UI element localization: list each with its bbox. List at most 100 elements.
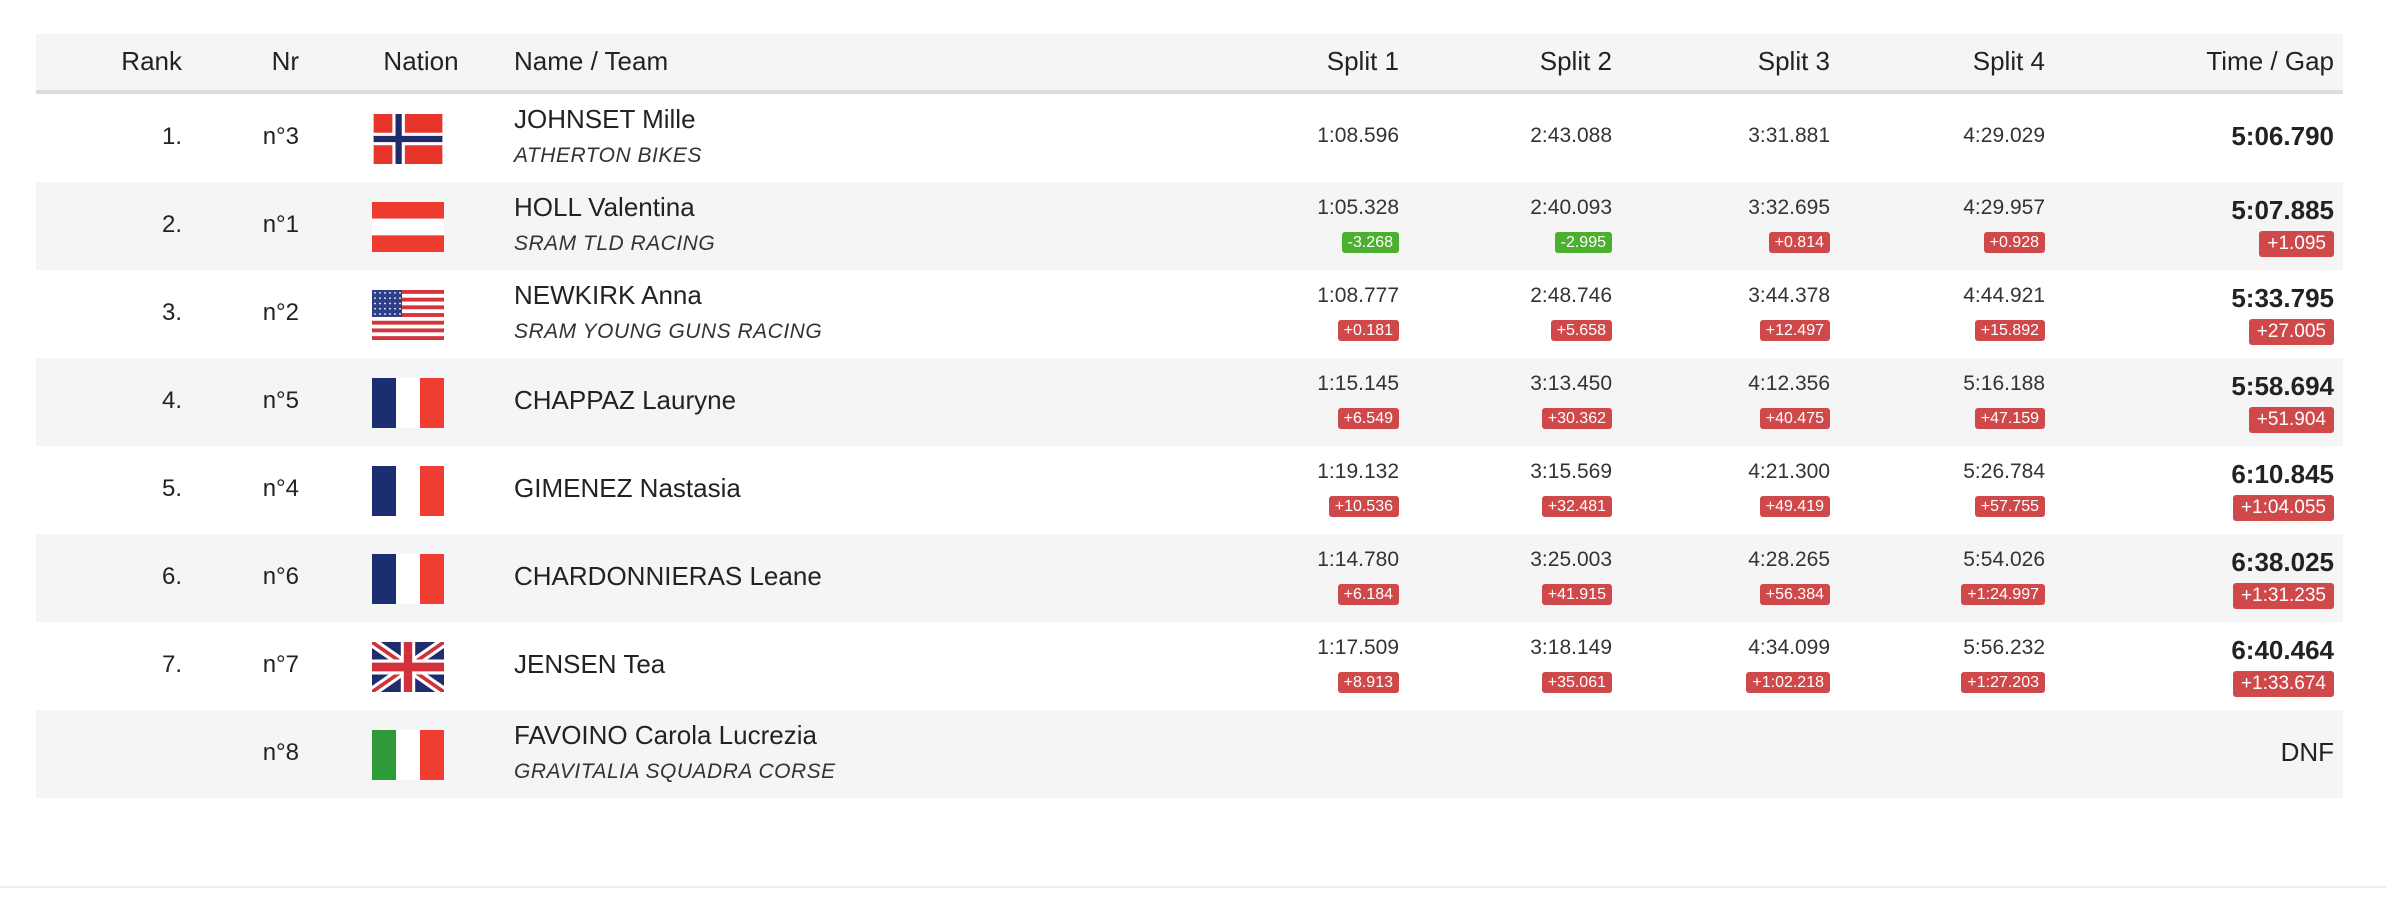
split-gap-badge: +0.928 — [1983, 232, 2045, 253]
time-gap-cell: 5:06.790 — [2045, 94, 2334, 182]
table-body: 1. n°3 JOHNSET Mille ATHERTON BIKES 1:08.596… — [36, 94, 2343, 798]
split-gap-badge: +41.915 — [1541, 584, 1612, 605]
flag-uk-icon — [372, 642, 444, 692]
split-4-cell — [1830, 710, 2045, 798]
split-gap-badge: +56.384 — [1759, 584, 1830, 605]
header-split-4[interactable]: Split 4 — [1972, 46, 2045, 76]
split-time: 4:34.099 — [1748, 636, 1830, 659]
table-row[interactable]: n°8 FAVOINO Carola Lucrezia GRAVITALIA SQU… — [36, 710, 2343, 798]
header-nr[interactable]: Nr — [271, 46, 299, 76]
finish-time: 6:10.845 — [2231, 459, 2334, 489]
time-gap-cell: 6:10.845 +1:04.055 — [2045, 446, 2334, 534]
bib-number-cell: n°8 — [262, 739, 299, 766]
finish-time: 5:06.790 — [2231, 121, 2334, 151]
header-time-gap[interactable]: Time / Gap — [2206, 46, 2334, 76]
rider-name[interactable]: JENSEN Tea — [514, 649, 666, 679]
split-gap-badge: +1:24.997 — [1961, 584, 2045, 605]
split-gap-badge: +5.658 — [1550, 320, 1612, 341]
split-time: 3:31.881 — [1748, 124, 1830, 147]
split-time: 3:32.695 — [1748, 196, 1830, 219]
finish-time: 6:38.025 — [2231, 547, 2334, 577]
split-3-cell: 4:34.099 +1:02.218 — [1612, 622, 1830, 710]
split-gap-badge: +35.061 — [1541, 672, 1612, 693]
time-gap-cell: DNF — [2045, 710, 2334, 798]
table-row[interactable]: 6. n°6 CHARDONNIERAS Leane 1:14.780 +6.184 3:… — [36, 534, 2343, 622]
table-row[interactable]: 1. n°3 JOHNSET Mille ATHERTON BIKES 1:08.596… — [36, 94, 2343, 182]
results-table: Rank Nr Nation Name / Team Split 1 Split… — [36, 34, 2343, 798]
header-split-1[interactable]: Split 1 — [1326, 46, 1399, 76]
table-row[interactable]: 5. n°4 GIMENEZ Nastasia 1:19.132 +10.536 3:15… — [36, 446, 2343, 534]
split-time: 5:26.784 — [1963, 460, 2045, 483]
rank-cell: 2. — [161, 211, 182, 238]
flag-italy-icon — [372, 730, 444, 780]
rank-cell: 7. — [161, 651, 182, 678]
split-1-cell: 1:05.328 -3.268 — [1186, 182, 1399, 270]
split-1-cell: 1:14.780 +6.184 — [1186, 534, 1399, 622]
split-4-cell: 4:44.921 +15.892 — [1830, 270, 2045, 358]
time-gap-cell: 5:33.795 +27.005 — [2045, 270, 2334, 358]
split-4-cell: 5:26.784 +57.755 — [1830, 446, 2045, 534]
bib-number-cell: n°1 — [262, 211, 299, 238]
rider-name[interactable]: CHAPPAZ Lauryne — [514, 385, 737, 415]
split-time: 3:13.450 — [1530, 372, 1612, 395]
split-gap-badge: +1:02.218 — [1746, 672, 1830, 693]
time-gap-badge: +1:31.235 — [2232, 583, 2334, 609]
split-gap-badge: +47.159 — [1974, 408, 2045, 429]
split-time: 4:44.921 — [1963, 284, 2045, 307]
finish-time: 5:33.795 — [2231, 283, 2334, 313]
rider-name[interactable]: NEWKIRK Anna — [514, 280, 702, 310]
split-gap-badge: +49.419 — [1759, 496, 1830, 517]
bib-number-cell: n°4 — [262, 475, 299, 502]
flag-france-icon — [372, 378, 444, 428]
split-time: 4:21.300 — [1748, 460, 1830, 483]
split-time: 4:28.265 — [1748, 548, 1830, 571]
rider-name[interactable]: CHARDONNIERAS Leane — [514, 561, 822, 591]
table-row[interactable]: 2. n°1 HOLL Valentina SRAM TLD RACING 1:05.3… — [36, 182, 2343, 270]
time-gap-badge: +1.095 — [2259, 231, 2334, 257]
split-gap-badge: +6.549 — [1337, 408, 1399, 429]
split-gap-badge: +8.913 — [1337, 672, 1399, 693]
split-2-cell: 3:15.569 +32.481 — [1399, 446, 1612, 534]
header-rank[interactable]: Rank — [121, 46, 182, 76]
split-4-cell: 5:56.232 +1:27.203 — [1830, 622, 2045, 710]
table-row[interactable]: 3. n°2 NEWKIRK Anna SRAM YOUNG GUNS RACING 1… — [36, 270, 2343, 358]
split-time: 5:56.232 — [1963, 636, 2045, 659]
split-2-cell — [1399, 710, 1612, 798]
split-4-cell: 5:16.188 +47.159 — [1830, 358, 2045, 446]
header-split-2[interactable]: Split 2 — [1539, 46, 1612, 76]
split-time: 4:12.356 — [1748, 372, 1830, 395]
header-nation[interactable]: Nation — [383, 46, 459, 76]
split-gap-badge: -2.995 — [1554, 232, 1612, 253]
table-header: Rank Nr Nation Name / Team Split 1 Split… — [36, 34, 2343, 94]
rank-cell: 4. — [161, 387, 182, 414]
table-row[interactable]: 4. n°5 CHAPPAZ Lauryne 1:15.145 +6.549 3:13.4… — [36, 358, 2343, 446]
rider-name[interactable]: FAVOINO Carola Lucrezia — [514, 720, 817, 750]
rank-cell: 6. — [161, 563, 182, 590]
rider-name[interactable]: GIMENEZ Nastasia — [514, 473, 741, 503]
split-time: 1:19.132 — [1317, 460, 1399, 483]
time-gap-cell: 5:07.885 +1.095 — [2045, 182, 2334, 270]
time-gap-badge: +1:04.055 — [2232, 495, 2334, 521]
time-gap-cell: 6:38.025 +1:31.235 — [2045, 534, 2334, 622]
flag-austria-icon — [372, 202, 444, 252]
team-name: GRAVITALIA SQUADRA CORSE — [514, 760, 836, 783]
time-gap-badge: +1:33.674 — [2232, 671, 2334, 697]
time-gap-badge: +27.005 — [2248, 319, 2334, 345]
bib-number-cell: n°2 — [262, 299, 299, 326]
split-3-cell: 4:28.265 +56.384 — [1612, 534, 1830, 622]
split-4-cell: 4:29.029 — [1830, 94, 2045, 182]
split-time: 2:43.088 — [1530, 124, 1612, 147]
header-name-team[interactable]: Name / Team — [514, 46, 669, 76]
split-time: 1:08.777 — [1317, 284, 1399, 307]
rider-name[interactable]: HOLL Valentina — [514, 192, 695, 222]
flag-norway-icon — [372, 114, 444, 164]
split-gap-badge: +30.362 — [1541, 408, 1612, 429]
split-3-cell: 3:44.378 +12.497 — [1612, 270, 1830, 358]
split-gap-badge: -3.268 — [1341, 232, 1399, 253]
rider-name[interactable]: JOHNSET Mille — [514, 104, 696, 134]
split-gap-badge: +40.475 — [1759, 408, 1830, 429]
table-row[interactable]: 7. n°7 JENSEN Tea 1:17.509 +8.913 3:18.149 +35… — [36, 622, 2343, 710]
header-split-3[interactable]: Split 3 — [1757, 46, 1830, 76]
split-time: 1:08.596 — [1317, 124, 1399, 147]
rank-cell: 3. — [161, 299, 182, 326]
